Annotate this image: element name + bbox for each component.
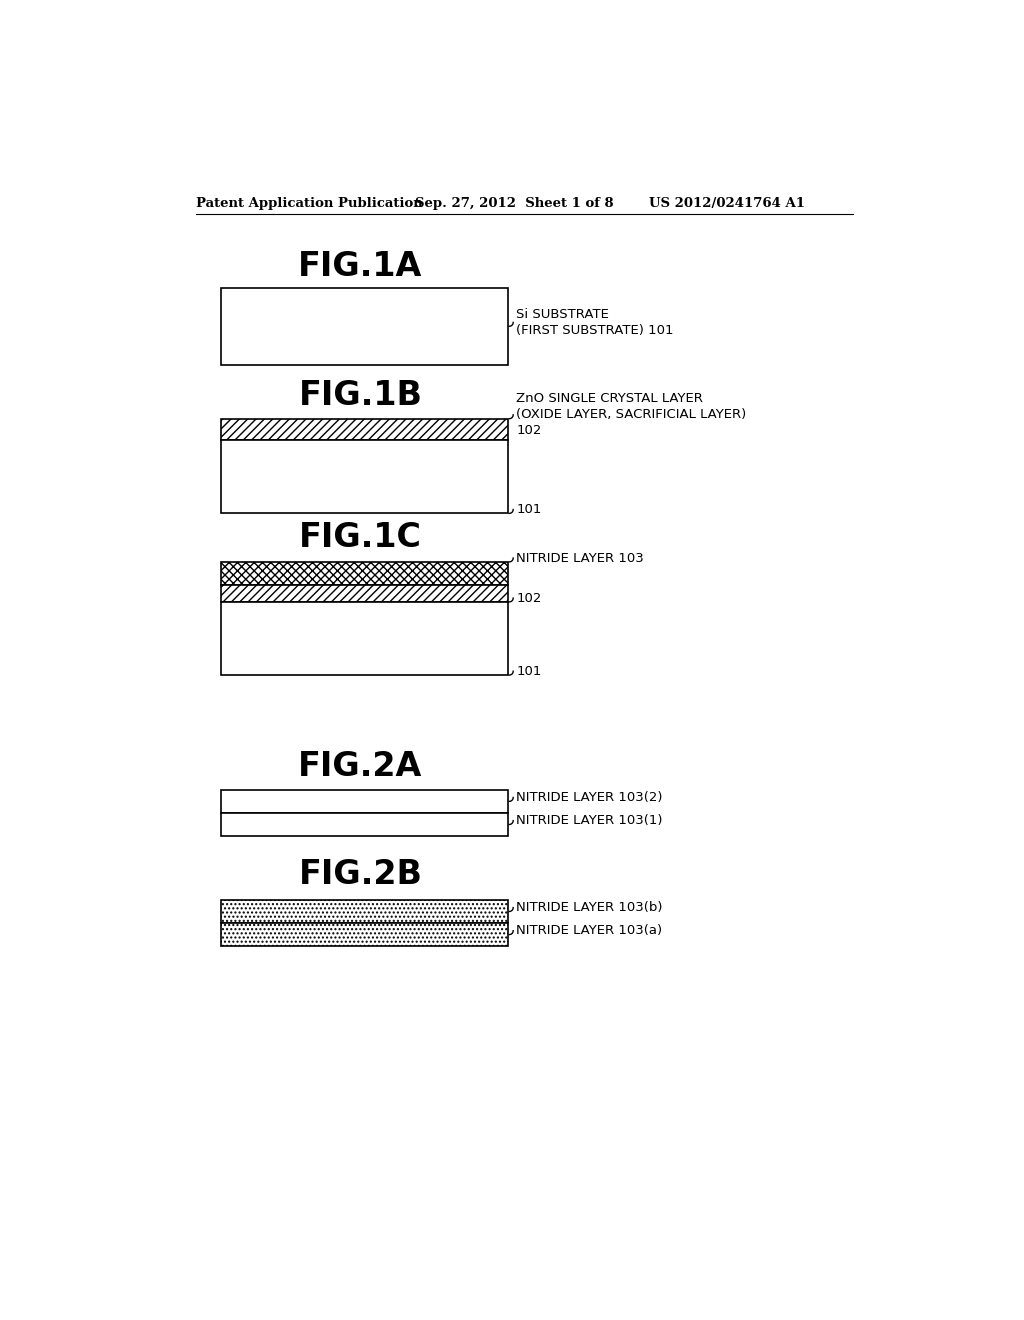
Text: Sep. 27, 2012  Sheet 1 of 8: Sep. 27, 2012 Sheet 1 of 8 <box>415 197 613 210</box>
Text: NITRIDE LAYER 103(2): NITRIDE LAYER 103(2) <box>516 791 663 804</box>
Bar <box>221 789 508 813</box>
Text: Patent Application Publication: Patent Application Publication <box>197 197 423 210</box>
Text: 102: 102 <box>516 591 542 605</box>
Text: FIG.1A: FIG.1A <box>298 249 423 282</box>
Bar <box>221 900 508 923</box>
Text: NITRIDE LAYER 103(1): NITRIDE LAYER 103(1) <box>516 814 663 828</box>
Text: FIG.2B: FIG.2B <box>299 858 423 891</box>
Text: NITRIDE LAYER 103: NITRIDE LAYER 103 <box>516 552 644 565</box>
Bar <box>221 562 508 585</box>
Bar <box>221 418 508 441</box>
Bar <box>221 441 508 513</box>
Bar <box>221 813 508 836</box>
Text: FIG.2A: FIG.2A <box>298 750 423 783</box>
Text: Si SUBSTRATE
(FIRST SUBSTRATE) 101: Si SUBSTRATE (FIRST SUBSTRATE) 101 <box>516 308 674 337</box>
Bar <box>221 288 508 364</box>
Text: NITRIDE LAYER 103(b): NITRIDE LAYER 103(b) <box>516 902 663 915</box>
Bar <box>221 585 508 602</box>
Text: FIG.1C: FIG.1C <box>299 520 422 554</box>
Bar <box>221 602 508 675</box>
Text: FIG.1B: FIG.1B <box>299 379 423 412</box>
Text: ZnO SINGLE CRYSTAL LAYER
(OXIDE LAYER, SACRIFICIAL LAYER)
102: ZnO SINGLE CRYSTAL LAYER (OXIDE LAYER, S… <box>516 392 746 437</box>
Text: 101: 101 <box>516 503 542 516</box>
Text: NITRIDE LAYER 103(a): NITRIDE LAYER 103(a) <box>516 924 663 937</box>
Text: 101: 101 <box>516 665 542 677</box>
Bar <box>221 923 508 946</box>
Text: US 2012/0241764 A1: US 2012/0241764 A1 <box>649 197 805 210</box>
